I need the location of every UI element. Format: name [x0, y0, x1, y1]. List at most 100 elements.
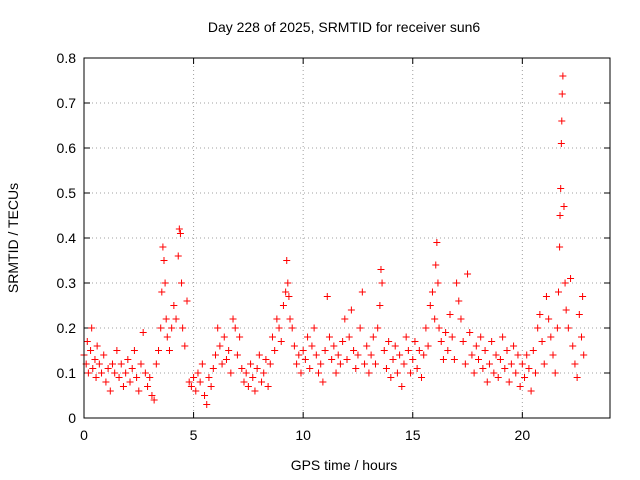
- data-point: [255, 351, 263, 359]
- data-point: [286, 315, 294, 323]
- data-point: [446, 311, 454, 318]
- data-point: [133, 374, 141, 381]
- data-point: [501, 365, 509, 372]
- data-point: [284, 279, 292, 287]
- data-point: [496, 356, 504, 363]
- y-tick-label: 0.3: [57, 275, 77, 291]
- data-point: [258, 378, 266, 386]
- data-point: [205, 374, 213, 381]
- data-point: [479, 365, 487, 372]
- data-point: [227, 369, 235, 377]
- data-point: [115, 374, 123, 381]
- data-point: [350, 347, 358, 354]
- data-point: [157, 324, 165, 332]
- data-point: [100, 351, 108, 359]
- data-point: [352, 365, 360, 372]
- data-point: [168, 324, 176, 332]
- data-point: [457, 315, 465, 323]
- data-point: [459, 338, 467, 345]
- data-point: [444, 347, 452, 354]
- data-point: [424, 342, 432, 350]
- data-point: [374, 324, 382, 332]
- data-point: [578, 333, 586, 341]
- data-point: [285, 293, 293, 300]
- data-point: [89, 365, 97, 372]
- data-point: [437, 338, 445, 345]
- data-point: [262, 356, 270, 363]
- data-point: [560, 203, 568, 210]
- data-point: [144, 383, 152, 390]
- data-point: [104, 365, 112, 372]
- data-point: [332, 369, 340, 377]
- data-point: [196, 378, 204, 386]
- data-point: [433, 239, 441, 246]
- y-tick-label: 0.2: [57, 320, 77, 336]
- data-point: [203, 401, 211, 408]
- data-point: [464, 270, 472, 278]
- data-point: [273, 315, 281, 323]
- data-point: [516, 383, 524, 390]
- data-point: [567, 275, 575, 282]
- data-point: [525, 365, 533, 372]
- data-point: [562, 306, 570, 314]
- y-tick-label: 0.1: [57, 365, 77, 381]
- data-point: [367, 351, 375, 359]
- x-tick-label: 10: [295, 427, 311, 443]
- data-point: [139, 329, 147, 336]
- data-point: [551, 369, 559, 377]
- data-point: [212, 351, 219, 359]
- data-point: [93, 342, 101, 350]
- y-tick-label: 0: [68, 410, 76, 426]
- data-point: [400, 360, 408, 368]
- data-point: [363, 342, 371, 350]
- data-point: [396, 351, 404, 359]
- data-point: [573, 374, 581, 381]
- data-point: [209, 365, 217, 372]
- data-point: [271, 347, 279, 354]
- data-point: [404, 347, 412, 354]
- data-point: [231, 324, 239, 332]
- data-point: [499, 333, 507, 341]
- data-point: [442, 329, 450, 336]
- data-point: [336, 360, 344, 368]
- data-point: [165, 347, 173, 354]
- data-point: [505, 378, 513, 386]
- data-point: [365, 369, 373, 377]
- data-point: [380, 347, 388, 354]
- data-point: [358, 288, 366, 296]
- data-point: [240, 378, 248, 386]
- data-point: [83, 338, 91, 345]
- data-point: [299, 347, 307, 354]
- data-point: [557, 140, 565, 147]
- data-point: [483, 378, 491, 386]
- data-point: [295, 351, 303, 359]
- data-point: [428, 288, 436, 296]
- data-point: [88, 324, 96, 332]
- data-point: [282, 288, 290, 296]
- data-point: [579, 293, 587, 300]
- data-point: [288, 324, 296, 332]
- data-point: [264, 383, 272, 390]
- data-point: [413, 365, 421, 372]
- data-point: [339, 338, 347, 345]
- data-point: [218, 360, 226, 368]
- data-point: [321, 347, 329, 354]
- data-point: [529, 347, 537, 354]
- data-point: [122, 369, 130, 377]
- data-point: [181, 342, 189, 350]
- data-point: [310, 324, 318, 332]
- data-point: [503, 347, 511, 354]
- data-point: [185, 378, 193, 386]
- data-point: [155, 347, 163, 354]
- data-point: [434, 279, 442, 287]
- data-point: [98, 369, 106, 377]
- data-point: [172, 315, 180, 323]
- data-point: [470, 369, 478, 377]
- data-point: [420, 351, 428, 359]
- data-point: [92, 374, 100, 381]
- data-point: [249, 374, 257, 381]
- data-point: [108, 360, 116, 368]
- data-point: [556, 243, 564, 251]
- data-point: [159, 243, 167, 251]
- data-point: [558, 117, 566, 125]
